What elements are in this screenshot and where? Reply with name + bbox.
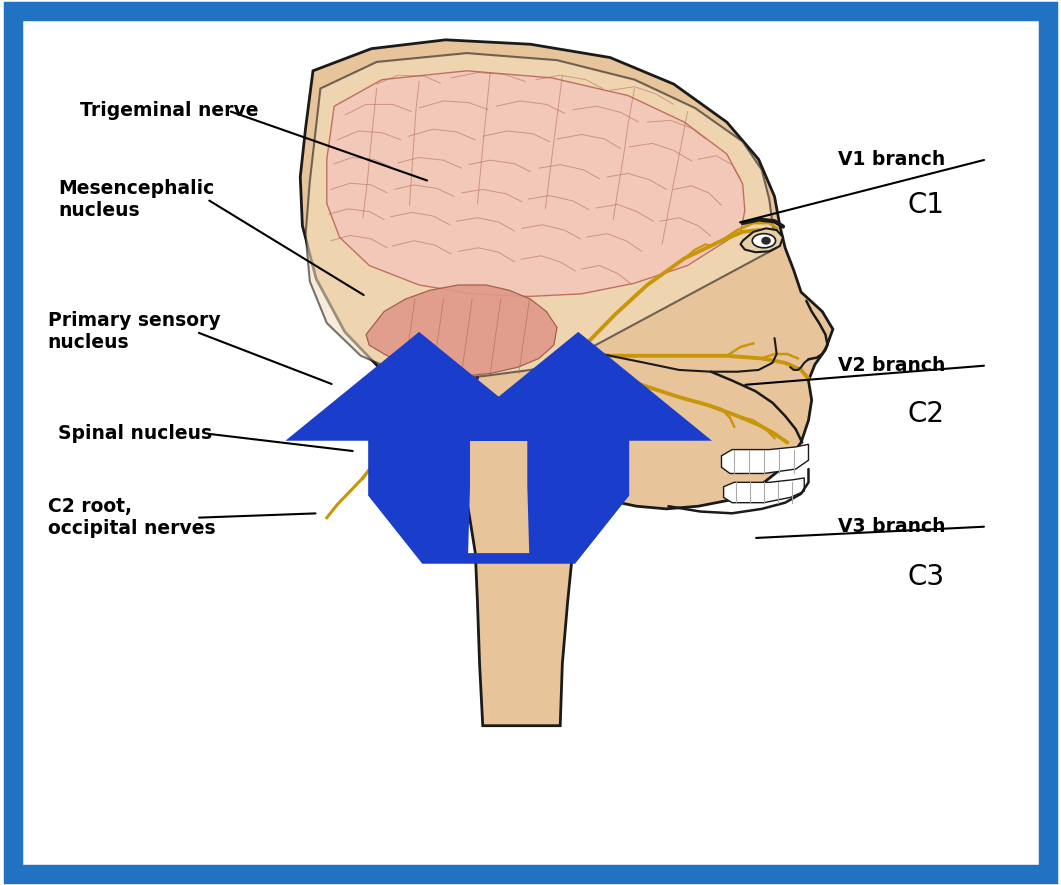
Polygon shape — [327, 71, 745, 296]
Polygon shape — [366, 285, 557, 376]
Polygon shape — [300, 40, 833, 726]
Text: C3: C3 — [907, 563, 944, 591]
Text: Trigeminal nerve: Trigeminal nerve — [80, 101, 258, 120]
Polygon shape — [285, 332, 712, 564]
Polygon shape — [741, 228, 783, 252]
Text: C1: C1 — [907, 191, 944, 219]
Text: C2: C2 — [907, 400, 944, 428]
Polygon shape — [724, 478, 804, 503]
Text: V3 branch: V3 branch — [838, 517, 945, 536]
Polygon shape — [721, 444, 808, 473]
Text: Spinal nucleus: Spinal nucleus — [58, 424, 212, 443]
Text: V1 branch: V1 branch — [838, 150, 945, 169]
Text: V2 branch: V2 branch — [838, 356, 945, 375]
Text: Mesencephalic
nucleus: Mesencephalic nucleus — [58, 179, 214, 219]
Polygon shape — [306, 53, 777, 379]
Text: C2 root,
occipital nerves: C2 root, occipital nerves — [48, 497, 215, 538]
Text: Primary sensory
nucleus: Primary sensory nucleus — [48, 312, 221, 352]
Ellipse shape — [567, 343, 590, 368]
Ellipse shape — [752, 234, 776, 248]
Ellipse shape — [762, 237, 770, 244]
